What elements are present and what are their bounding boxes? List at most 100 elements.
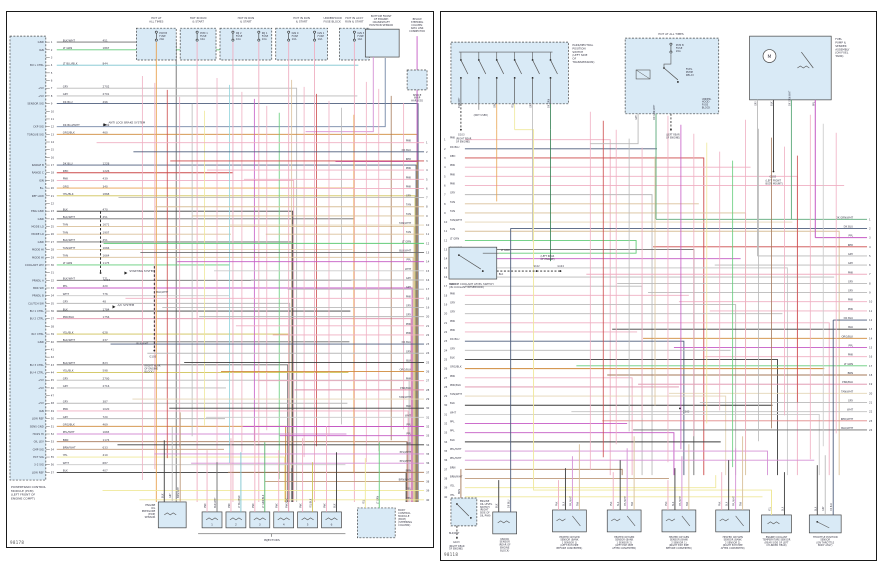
resistor-icon bbox=[556, 518, 566, 522]
offpage-wire-color: TAN/WHT bbox=[841, 389, 853, 393]
offpage-wire-color: DK BLU bbox=[402, 340, 412, 344]
offpage-wire-color: BRN bbox=[848, 371, 854, 375]
offpage-wire-color: GRY bbox=[406, 285, 412, 289]
circuit-number-label: 687 bbox=[103, 461, 108, 465]
data-link-connector-label: BELOW bbox=[413, 17, 422, 21]
wire-color-label: ORG bbox=[63, 184, 69, 188]
o2-wire-color: PNK bbox=[610, 501, 613, 506]
splice-wire bbox=[335, 89, 418, 163]
offpage-wire-number: 29 bbox=[426, 397, 430, 401]
wire-color-label: BLK/WHT bbox=[63, 38, 76, 42]
circuit-number-label: 1174 bbox=[103, 438, 110, 442]
offpage-wire-number: 13 bbox=[444, 248, 448, 252]
offpage-wire-number: 24 bbox=[426, 351, 430, 355]
wire bbox=[56, 210, 294, 502]
offpage-wire-color: PPL bbox=[407, 423, 412, 427]
o2-sensor-box bbox=[552, 509, 587, 533]
pin-name: REF LOW bbox=[32, 194, 44, 198]
park-neutral-switch-label: SWITCH bbox=[572, 50, 583, 54]
wire-color-label: BLK/WHT bbox=[63, 361, 76, 365]
oil-level-switch-label: OIL LEVEL bbox=[480, 502, 493, 506]
offpage-wire-color: TAN bbox=[450, 209, 455, 213]
offpage-wire-color: PNK/BLK bbox=[400, 386, 411, 390]
offpage-wire-color: PNK bbox=[406, 175, 411, 179]
injector-wire-color: PNK bbox=[276, 503, 279, 508]
pin-name: SENSOR SIG bbox=[27, 102, 43, 106]
knock-wire-color: DK BLU bbox=[508, 499, 511, 508]
offpage-wire-number: 22 bbox=[426, 333, 430, 337]
tp-sensor-label: BODY ASSY) bbox=[818, 544, 832, 547]
g103-label: G103 bbox=[453, 540, 460, 544]
fuse-block-header: HOT IN RUN bbox=[293, 16, 310, 20]
offpage-wire-color: PNK/BLK bbox=[450, 383, 461, 387]
pin-number: 14 bbox=[51, 140, 55, 144]
pin-number: 49 bbox=[51, 409, 55, 413]
relay-fuse-label: 20A bbox=[676, 49, 681, 53]
offpage-wire-number: 26 bbox=[444, 367, 448, 371]
circuit-number-label: 1756 bbox=[103, 315, 110, 319]
wire bbox=[56, 87, 298, 502]
pin-number: 22 bbox=[51, 201, 55, 205]
o2-sensor-box bbox=[606, 509, 642, 533]
tp-sensor-label: SENSOR bbox=[820, 539, 830, 542]
offpage-wire-color: TAN bbox=[450, 200, 455, 204]
pin-number: 50 bbox=[51, 417, 55, 421]
offpage-wire-number: 6 bbox=[444, 183, 446, 187]
resistor-icon bbox=[229, 517, 243, 521]
relay-wire-color: GRY bbox=[635, 115, 638, 120]
offpage-wire-color: PNK bbox=[450, 291, 455, 295]
pin-name: CLUTCH SW bbox=[28, 301, 44, 305]
underhood-fuse-block-label: BLOCK bbox=[702, 106, 711, 110]
pin-number: 28 bbox=[51, 248, 55, 252]
circuit-number-label: 633 bbox=[103, 446, 108, 450]
offpage-wire-number: 17 bbox=[444, 284, 448, 288]
resistor-icon bbox=[719, 518, 729, 522]
crankshaft-position-sensor-box bbox=[364, 28, 400, 58]
park-neutral-switch-box bbox=[450, 41, 569, 105]
park-neutral-switch-label: PARK/NEUTRAL bbox=[572, 43, 593, 47]
relay-coil-icon bbox=[635, 69, 651, 80]
g103-location-label: (RIGHT REAR bbox=[449, 545, 465, 548]
o2-sensor-element bbox=[735, 515, 744, 527]
abs-system-note: ANTI LOCK BRAKE SYSTEM bbox=[109, 121, 146, 125]
offpage-wire-color: RED/WHT bbox=[841, 417, 854, 421]
circuit-number-label: 628 bbox=[103, 330, 108, 334]
injector-wire-color: LT BLU/BLK bbox=[238, 495, 241, 508]
junction-dot bbox=[99, 272, 102, 274]
diagram-page-right: 1 PNK 2 DK BLU 3 RED 4 PNK 5 PNK 6 PNK 7 GRY 8 TAN 9 TAN 1… bbox=[440, 11, 877, 561]
fuel-pump-sender-label: FUEL bbox=[835, 37, 842, 41]
o2-sensor-label: (LEFT EXH PIPE bbox=[615, 544, 634, 547]
offpage-wire-number: 33 bbox=[444, 431, 448, 435]
resistor-icon bbox=[611, 518, 621, 522]
wire bbox=[56, 133, 418, 502]
offpage-wire-color: GRY bbox=[848, 279, 854, 283]
circuit-number-label: 776 bbox=[103, 292, 108, 296]
offpage-wire-number: 25 bbox=[426, 360, 430, 364]
offpage-wire-number: 17 bbox=[426, 287, 430, 291]
pin-number: 54 bbox=[51, 447, 55, 451]
circuit-number-label: 2716 bbox=[103, 384, 110, 388]
data-link-connector-label: DATA LINK bbox=[411, 26, 424, 30]
offpage-wire-color: PNK bbox=[450, 374, 455, 378]
eop-wire-color: BLK bbox=[161, 493, 164, 498]
circuit-number-label: 823 bbox=[103, 361, 108, 365]
bcm-label: (BCM) bbox=[398, 517, 406, 521]
pin-number: 30 bbox=[51, 263, 55, 267]
fuse-label: PCM 1 bbox=[200, 31, 208, 35]
offpage-wire-number: 4 bbox=[426, 168, 428, 172]
offpage-wire-number: 9 bbox=[869, 291, 871, 295]
wire-color-label: PPL bbox=[63, 284, 68, 288]
pin-name: LOW REF bbox=[32, 470, 45, 474]
fuse-label: 10A bbox=[292, 37, 297, 41]
o2-sensor-label: AFTER CONVERTER) bbox=[612, 547, 636, 550]
wire bbox=[464, 475, 717, 489]
wire-color-label: PNK/BLK bbox=[63, 315, 75, 319]
fuse-label: FUSE bbox=[200, 34, 207, 38]
offpage-wire-color: TAN/WHT bbox=[450, 218, 462, 222]
system-arrow-icon bbox=[124, 271, 128, 275]
starting-system-note: STARTING SYSTEM bbox=[129, 269, 155, 273]
offpage-wire-color: PPL bbox=[849, 344, 854, 348]
offpage-wire-number: 11 bbox=[444, 229, 448, 233]
wire-color-label: TAN bbox=[62, 230, 68, 234]
